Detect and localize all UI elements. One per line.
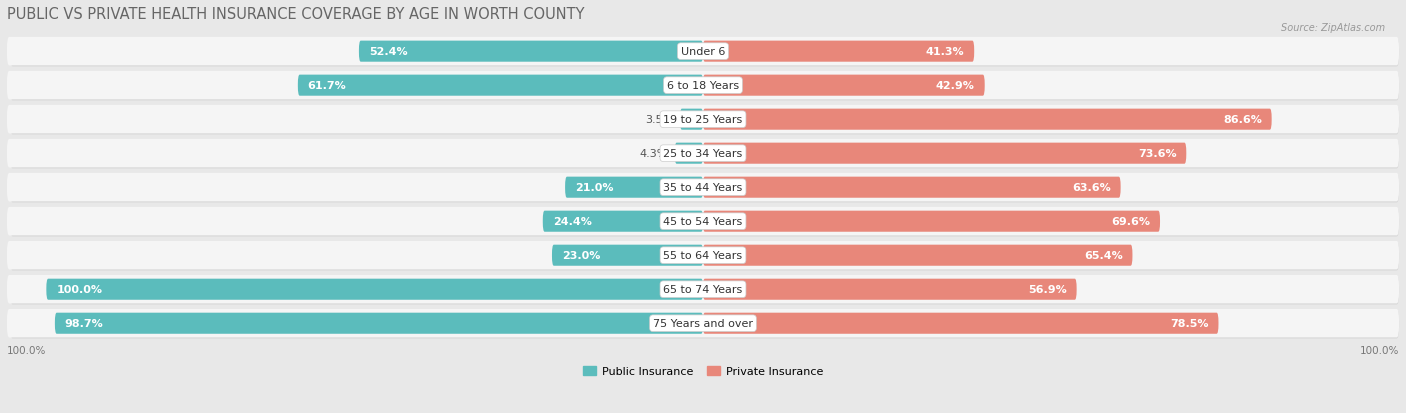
- FancyBboxPatch shape: [7, 38, 1399, 66]
- FancyBboxPatch shape: [703, 76, 984, 97]
- Text: 24.4%: 24.4%: [553, 217, 592, 227]
- Text: 25 to 34 Years: 25 to 34 Years: [664, 149, 742, 159]
- Text: 41.3%: 41.3%: [925, 47, 965, 57]
- FancyBboxPatch shape: [703, 211, 1160, 232]
- FancyBboxPatch shape: [703, 177, 1121, 198]
- FancyBboxPatch shape: [703, 42, 974, 62]
- FancyBboxPatch shape: [55, 313, 703, 334]
- FancyBboxPatch shape: [10, 276, 1399, 305]
- FancyBboxPatch shape: [7, 173, 1399, 202]
- FancyBboxPatch shape: [7, 72, 1399, 100]
- Text: 55 to 64 Years: 55 to 64 Years: [664, 251, 742, 261]
- Text: PUBLIC VS PRIVATE HEALTH INSURANCE COVERAGE BY AGE IN WORTH COUNTY: PUBLIC VS PRIVATE HEALTH INSURANCE COVER…: [7, 7, 585, 22]
- Text: 35 to 44 Years: 35 to 44 Years: [664, 183, 742, 193]
- FancyBboxPatch shape: [10, 242, 1399, 271]
- FancyBboxPatch shape: [10, 140, 1399, 169]
- Text: 3.5%: 3.5%: [645, 115, 673, 125]
- FancyBboxPatch shape: [10, 310, 1399, 339]
- Text: 65.4%: 65.4%: [1084, 251, 1122, 261]
- Text: 61.7%: 61.7%: [308, 81, 346, 91]
- FancyBboxPatch shape: [681, 109, 703, 131]
- Text: 63.6%: 63.6%: [1071, 183, 1111, 193]
- Text: 69.6%: 69.6%: [1111, 217, 1150, 227]
- FancyBboxPatch shape: [359, 42, 703, 62]
- FancyBboxPatch shape: [298, 76, 703, 97]
- FancyBboxPatch shape: [10, 73, 1399, 101]
- FancyBboxPatch shape: [10, 39, 1399, 67]
- Text: 6 to 18 Years: 6 to 18 Years: [666, 81, 740, 91]
- Text: 4.3%: 4.3%: [640, 149, 668, 159]
- FancyBboxPatch shape: [565, 177, 703, 198]
- FancyBboxPatch shape: [553, 245, 703, 266]
- FancyBboxPatch shape: [7, 275, 1399, 304]
- FancyBboxPatch shape: [7, 241, 1399, 270]
- FancyBboxPatch shape: [703, 143, 1187, 164]
- Text: 42.9%: 42.9%: [936, 81, 974, 91]
- Text: 86.6%: 86.6%: [1223, 115, 1261, 125]
- FancyBboxPatch shape: [10, 174, 1399, 203]
- Text: 100.0%: 100.0%: [7, 346, 46, 356]
- Text: 23.0%: 23.0%: [562, 251, 600, 261]
- FancyBboxPatch shape: [10, 107, 1399, 135]
- Text: 45 to 54 Years: 45 to 54 Years: [664, 217, 742, 227]
- FancyBboxPatch shape: [703, 279, 1077, 300]
- FancyBboxPatch shape: [7, 106, 1399, 134]
- Text: 73.6%: 73.6%: [1137, 149, 1177, 159]
- Legend: Public Insurance, Private Insurance: Public Insurance, Private Insurance: [579, 362, 827, 381]
- Text: 65 to 74 Years: 65 to 74 Years: [664, 285, 742, 294]
- Text: 52.4%: 52.4%: [368, 47, 408, 57]
- FancyBboxPatch shape: [7, 309, 1399, 338]
- FancyBboxPatch shape: [703, 245, 1132, 266]
- Text: Under 6: Under 6: [681, 47, 725, 57]
- FancyBboxPatch shape: [7, 140, 1399, 168]
- Text: Source: ZipAtlas.com: Source: ZipAtlas.com: [1281, 23, 1385, 33]
- Text: 100.0%: 100.0%: [56, 285, 103, 294]
- FancyBboxPatch shape: [46, 279, 703, 300]
- Text: 21.0%: 21.0%: [575, 183, 613, 193]
- Text: 98.7%: 98.7%: [65, 318, 104, 328]
- FancyBboxPatch shape: [703, 109, 1271, 131]
- Text: 56.9%: 56.9%: [1028, 285, 1067, 294]
- FancyBboxPatch shape: [543, 211, 703, 232]
- FancyBboxPatch shape: [10, 208, 1399, 237]
- Text: 75 Years and over: 75 Years and over: [652, 318, 754, 328]
- FancyBboxPatch shape: [7, 207, 1399, 236]
- Text: 100.0%: 100.0%: [1360, 346, 1399, 356]
- FancyBboxPatch shape: [703, 313, 1219, 334]
- FancyBboxPatch shape: [675, 143, 703, 164]
- Text: 78.5%: 78.5%: [1170, 318, 1209, 328]
- Text: 19 to 25 Years: 19 to 25 Years: [664, 115, 742, 125]
